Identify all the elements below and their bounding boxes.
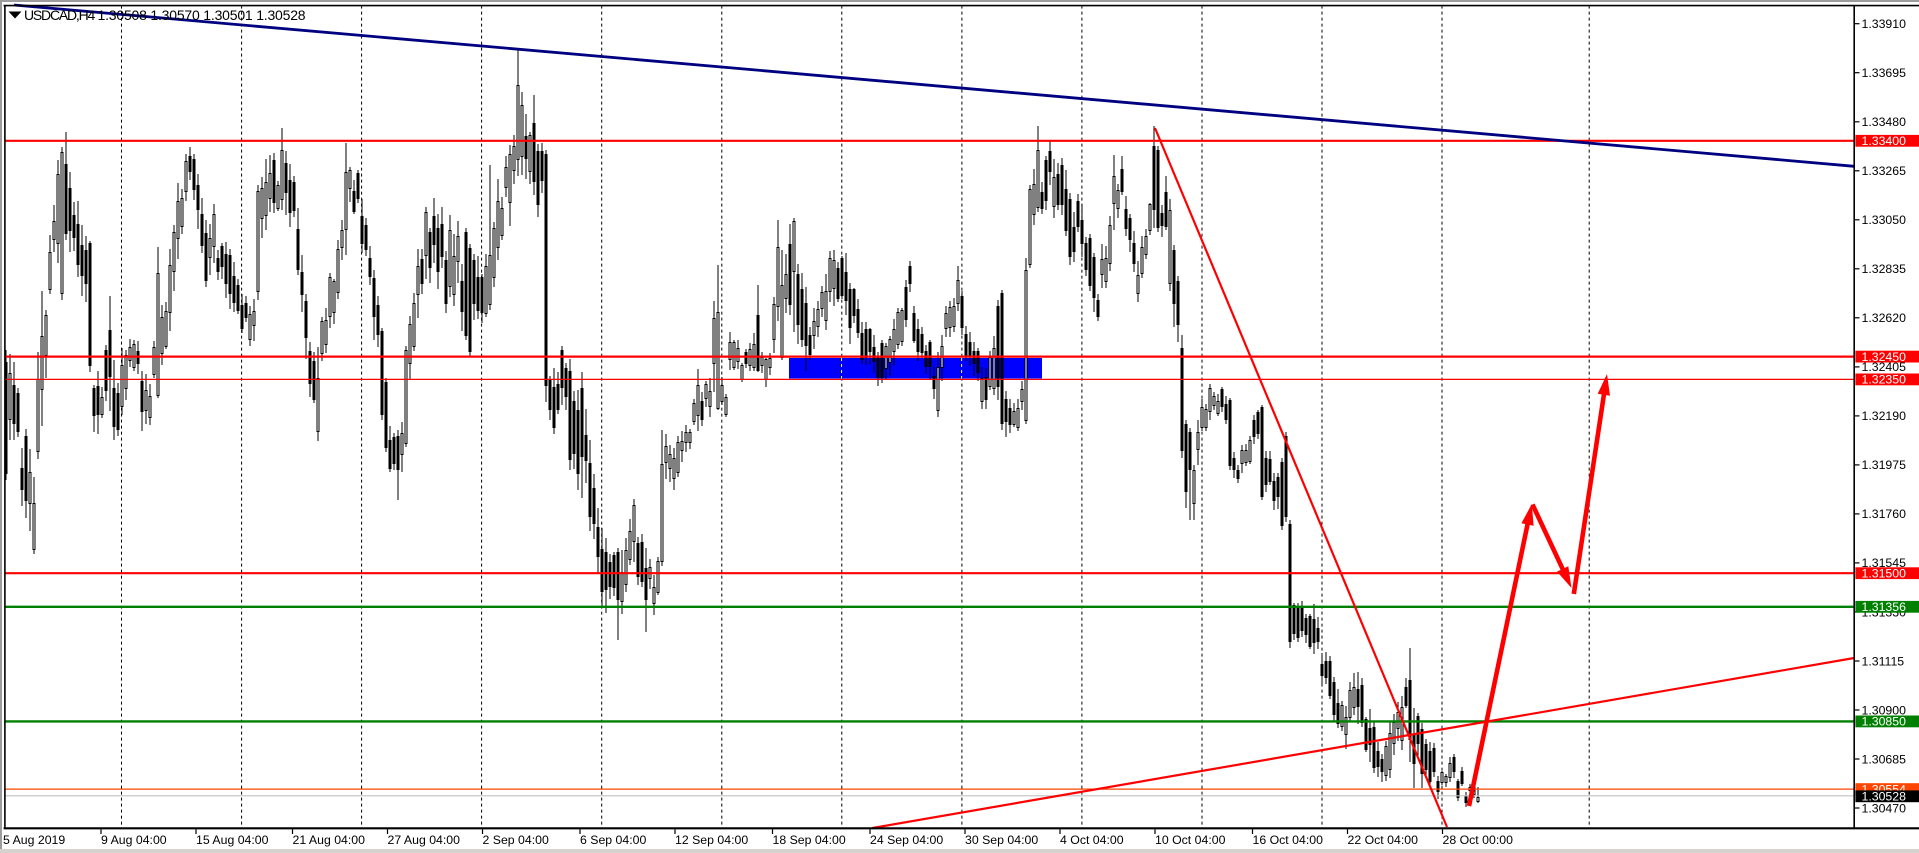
svg-text:1.31500: 1.31500 xyxy=(1862,567,1907,581)
svg-text:1.32620: 1.32620 xyxy=(1862,311,1907,325)
svg-text:24 Sep 04:00: 24 Sep 04:00 xyxy=(870,833,943,847)
svg-text:1.30470: 1.30470 xyxy=(1862,801,1907,815)
svg-text:9 Aug 04:00: 9 Aug 04:00 xyxy=(101,833,167,847)
svg-text:1.32350: 1.32350 xyxy=(1862,373,1907,387)
svg-text:1.30528: 1.30528 xyxy=(1862,790,1907,804)
svg-text:15 Aug 04:00: 15 Aug 04:00 xyxy=(196,833,269,847)
svg-text:27 Aug 04:00: 27 Aug 04:00 xyxy=(388,833,461,847)
svg-text:1.31356: 1.31356 xyxy=(1862,600,1907,614)
svg-text:1.30850: 1.30850 xyxy=(1862,715,1907,729)
svg-text:4 Oct 04:00: 4 Oct 04:00 xyxy=(1060,833,1124,847)
svg-text:1.32190: 1.32190 xyxy=(1862,409,1907,423)
svg-text:1.33480: 1.33480 xyxy=(1862,115,1907,129)
svg-text:USDCAD,H4: USDCAD,H4 xyxy=(24,7,96,23)
svg-text:1.33400: 1.33400 xyxy=(1862,134,1907,148)
svg-text:21 Aug 04:00: 21 Aug 04:00 xyxy=(293,833,366,847)
svg-text:16 Oct 04:00: 16 Oct 04:00 xyxy=(1253,833,1324,847)
svg-text:1.31115: 1.31115 xyxy=(1862,654,1905,668)
svg-text:30 Sep 04:00: 30 Sep 04:00 xyxy=(965,833,1038,847)
svg-text:1.33050: 1.33050 xyxy=(1862,213,1907,227)
svg-text:10 Oct 04:00: 10 Oct 04:00 xyxy=(1155,833,1226,847)
svg-text:1.33910: 1.33910 xyxy=(1862,17,1907,31)
svg-text:18 Sep 04:00: 18 Sep 04:00 xyxy=(773,833,846,847)
svg-text:1.33265: 1.33265 xyxy=(1862,164,1907,178)
svg-text:1.33695: 1.33695 xyxy=(1862,66,1907,80)
svg-text:6 Sep 04:00: 6 Sep 04:00 xyxy=(580,833,646,847)
svg-text:5 Aug 2019: 5 Aug 2019 xyxy=(3,833,65,847)
svg-text:1.32835: 1.32835 xyxy=(1862,262,1907,276)
svg-text:1.32450: 1.32450 xyxy=(1862,350,1907,364)
svg-text:22 Oct 04:00: 22 Oct 04:00 xyxy=(1348,833,1419,847)
svg-text:2 Sep 04:00: 2 Sep 04:00 xyxy=(483,833,549,847)
svg-text:1.31545: 1.31545 xyxy=(1862,556,1907,570)
svg-text:1.32405: 1.32405 xyxy=(1862,360,1907,374)
svg-text:1.31760: 1.31760 xyxy=(1862,507,1907,521)
svg-text:1.30900: 1.30900 xyxy=(1862,703,1907,717)
svg-text:28 Oct 00:00: 28 Oct 00:00 xyxy=(1443,833,1514,847)
svg-text:12 Sep 04:00: 12 Sep 04:00 xyxy=(675,833,748,847)
svg-text:1.30508 1.30570 1.30501 1.3052: 1.30508 1.30570 1.30501 1.30528 xyxy=(98,7,306,23)
svg-text:1.31975: 1.31975 xyxy=(1862,458,1907,472)
svg-text:1.30685: 1.30685 xyxy=(1862,752,1907,766)
